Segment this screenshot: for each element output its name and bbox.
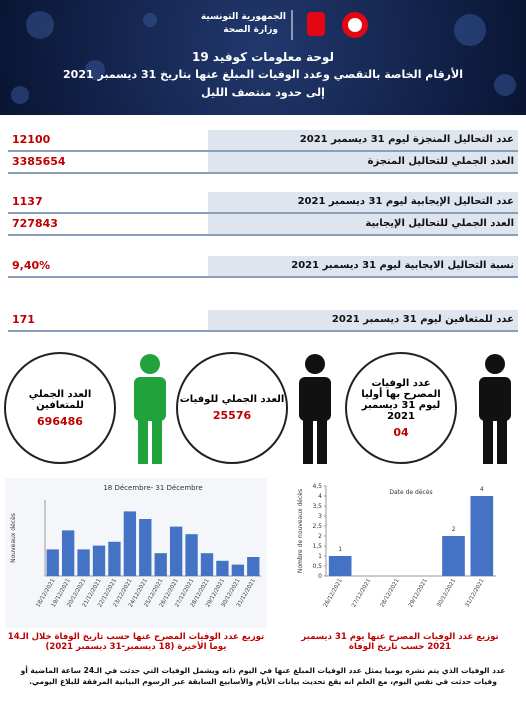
- stat-row: نسبة التحاليل الايجابية ليوم 31 ديسمبر 2…: [8, 256, 518, 278]
- chart-reported: Nombre de nouveaux décès Date de décès 0 0,…: [292, 478, 502, 628]
- circle-value: 04: [393, 425, 409, 439]
- figures: [134, 354, 511, 464]
- bar: [92, 545, 106, 576]
- y-tick-label: 2: [318, 533, 322, 540]
- y-tick-label: 3,5: [312, 503, 322, 510]
- ministry: وزارة الصحة: [223, 25, 278, 35]
- x-tick-label: 27/12/2021: [351, 578, 372, 608]
- stat-value: 171: [12, 313, 35, 326]
- x-tick-label: 31/12/2021: [465, 578, 486, 608]
- x-tick-label: 28/12/2021: [380, 578, 401, 608]
- caption: توزيع عدد الوفيات المصرح عنها يوم 31 ديس…: [301, 632, 499, 652]
- stat-row: عدد التحاليل المنجزة ليوم 31 ديسمبر 2021…: [8, 130, 518, 152]
- person-icon: [134, 354, 166, 464]
- x-tick-label: 29/12/2021: [408, 578, 429, 608]
- bar: [61, 530, 75, 576]
- bar: [77, 549, 90, 576]
- stat-label: عدد التحاليل الإيجابية ليوم 31 ديسمبر 20…: [208, 192, 518, 212]
- bar: [216, 560, 229, 576]
- stat-row: العدد الجملي للتحاليل المنجزة 3385654: [8, 152, 518, 174]
- y-tick-label: 4,5: [312, 483, 322, 490]
- footnote: عدد الوفيات الذي يتم نشره يوميا يمثل عدد…: [20, 666, 506, 686]
- bar: [231, 564, 245, 576]
- y-axis-label: Nombre de nouveaux décès: [297, 489, 304, 573]
- stat-circle: العدد الجملي للمتعافين 696486: [4, 352, 116, 464]
- stat-value: 3385654: [12, 155, 66, 168]
- y-tick-label: 4: [318, 493, 322, 500]
- x-tick-label: 30/12/2021: [436, 578, 457, 608]
- bar: [328, 556, 352, 576]
- stat-label: العدد الجملي للتحاليل الإيجابية: [208, 214, 518, 234]
- x-tick-label: 26/12/2021: [323, 578, 344, 608]
- stat-value: 12100: [12, 133, 51, 146]
- stat-value: 9,40%: [12, 259, 51, 272]
- y-axis-label: Nouveaux décès: [10, 513, 17, 563]
- stat-circle: عدد الوفيات المصرح بها أوليا ليوم 31 ديس…: [345, 352, 457, 464]
- bar: [442, 536, 465, 576]
- stat-label: عدد التحاليل المنجزة ليوم 31 ديسمبر 2021: [208, 130, 518, 150]
- circle-value: 696486: [37, 414, 83, 428]
- stat-label: عدد للمتعافين ليوم 31 ديسمبر 2021: [208, 310, 518, 330]
- circle-label: عدد الوفيات المصرح بها أوليا ليوم 31 ديس…: [361, 377, 441, 422]
- stat-circle: العدد الجملي للوفيات 25576: [176, 352, 288, 464]
- header: الجمهورية التونسية وزارة الصحة لوحة معلو…: [0, 0, 526, 115]
- y-tick-label: 1,5: [312, 543, 322, 550]
- chart-title: 18 Décembre- 31 Décembre: [103, 484, 202, 492]
- circle-label: العدد الجملي للوفيات: [179, 394, 285, 405]
- stat-row: عدد التحاليل الإيجابية ليوم 31 ديسمبر 20…: [8, 192, 518, 214]
- y-tick-label: 1: [318, 553, 322, 560]
- stat-row: العدد الجملي للتحاليل الإيجابية 727843: [8, 214, 518, 236]
- bar: [470, 496, 494, 576]
- header-decor: [11, 10, 516, 104]
- stat-value: 1137: [12, 195, 43, 208]
- y-tick-label: 2,5: [312, 523, 322, 530]
- bar: [139, 519, 152, 576]
- bar: [169, 526, 183, 576]
- republic: الجمهورية التونسية: [200, 12, 286, 22]
- y-tick-label: 0: [318, 573, 322, 580]
- stat-label: نسبة التحاليل الايجابية ليوم 31 ديسمبر 2…: [208, 256, 518, 276]
- stat-label: العدد الجملي للتحاليل المنجزة: [208, 152, 518, 172]
- subtitle: الأرقام الخاصة بالتقصي وعدد الوفيات المب…: [63, 68, 463, 81]
- caption: توزيع عدد الوفيات المصرح عنها حسب تاريخ …: [7, 632, 265, 652]
- circle-label: العدد الجملي للمتعافين: [28, 388, 92, 411]
- bar: [108, 541, 121, 576]
- bar: [247, 557, 260, 576]
- y-tick-label: 3: [318, 513, 322, 520]
- bar: [123, 511, 137, 576]
- bar: [46, 549, 59, 576]
- bar: [185, 534, 198, 576]
- y-tick-label: 0,5: [312, 563, 322, 570]
- person-icon: [299, 354, 331, 464]
- bar: [154, 553, 167, 576]
- person-icon: [479, 354, 511, 464]
- data-label: 1: [338, 546, 342, 553]
- bar: [200, 553, 214, 576]
- stat-value: 727843: [12, 217, 58, 230]
- data-label: 4: [480, 486, 484, 493]
- x-axis-label: Date de décès: [389, 489, 432, 496]
- title: لوحة معلومات كوفيد 19: [192, 50, 334, 64]
- circle-value: 25576: [212, 409, 252, 422]
- stat-row: عدد للمتعافين ليوم 31 ديسمبر 2021 171: [8, 310, 518, 332]
- data-label: 2: [452, 526, 456, 533]
- subtitle: إلى حدود منتصف الليل: [201, 86, 325, 99]
